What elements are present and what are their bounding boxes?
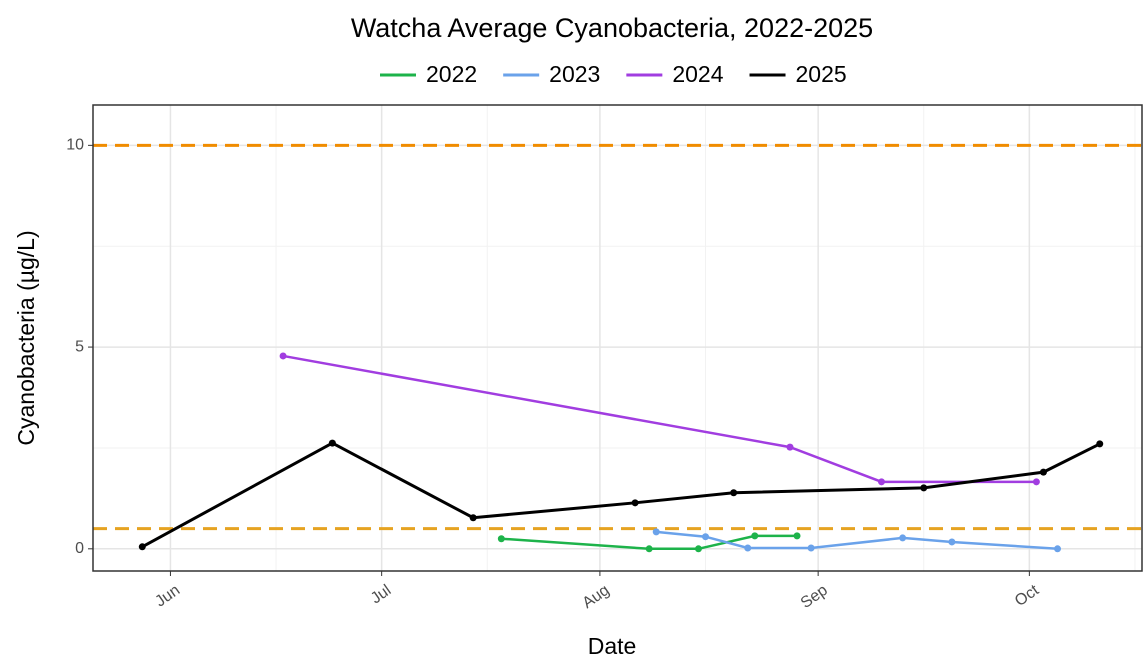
- x-tick-label: Jun: [152, 582, 183, 611]
- y-tick-label: 10: [66, 137, 84, 154]
- data-point: [469, 514, 477, 522]
- data-point: [497, 535, 505, 543]
- legend-label: 2025: [796, 61, 847, 87]
- data-point: [730, 489, 738, 497]
- data-point: [1054, 545, 1062, 553]
- data-point: [744, 544, 752, 552]
- data-point: [751, 532, 759, 540]
- legend-label: 2024: [672, 61, 723, 87]
- data-point: [793, 532, 801, 540]
- x-tick-label: Sep: [798, 582, 831, 612]
- legend-label: 2022: [426, 61, 477, 87]
- data-point: [1032, 478, 1040, 486]
- plot-border: [92, 104, 1143, 572]
- legend-label: 2023: [549, 61, 600, 87]
- data-point: [948, 538, 956, 546]
- data-point: [328, 439, 336, 447]
- data-point: [702, 533, 710, 541]
- x-tick-label: Oct: [1012, 581, 1043, 610]
- x-tick-label: Aug: [580, 582, 613, 612]
- data-point: [1096, 440, 1104, 448]
- data-point: [899, 534, 907, 542]
- y-tick-label: 0: [75, 540, 84, 557]
- data-point: [652, 528, 660, 536]
- data-point: [631, 499, 639, 507]
- data-point: [786, 443, 794, 451]
- data-point: [645, 545, 653, 553]
- y-tick-label: 5: [75, 338, 84, 355]
- x-tick-label: Jul: [368, 582, 395, 608]
- data-point: [279, 352, 287, 360]
- data-point: [138, 543, 146, 551]
- data-point: [920, 484, 928, 492]
- y-axis-label: Cyanobacteria (µg/L): [13, 230, 39, 445]
- x-axis-label: Date: [588, 633, 637, 659]
- data-point: [1039, 468, 1047, 476]
- data-point: [878, 478, 886, 486]
- data-point: [694, 545, 702, 553]
- series-line: [141, 441, 1101, 549]
- chart-title: Watcha Average Cyanobacteria, 2022-2025: [351, 13, 873, 43]
- data-point: [807, 544, 815, 552]
- series-line: [656, 530, 1058, 551]
